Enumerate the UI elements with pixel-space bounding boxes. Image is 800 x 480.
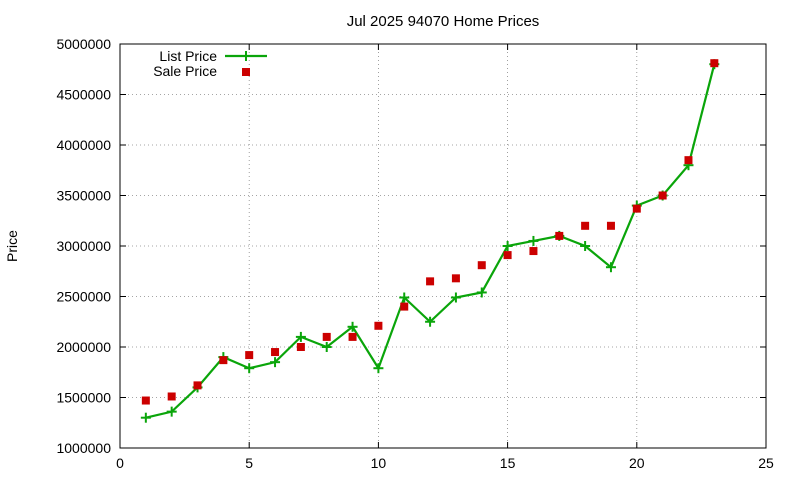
y-tick-label: 2500000: [56, 289, 111, 305]
legend-marker-list-price: [241, 51, 251, 61]
chart-title: Jul 2025 94070 Home Prices: [347, 13, 540, 30]
sale-price-point: [374, 321, 383, 330]
y-tick-label: 3500000: [56, 188, 111, 204]
list-price-point: [295, 331, 306, 342]
x-tick-label: 25: [758, 455, 774, 471]
list-price-point: [321, 342, 332, 352]
list-price-point: [399, 292, 410, 303]
y-tick-label: 2000000: [56, 339, 111, 355]
y-tick-label: 4000000: [56, 137, 111, 153]
sale-price-point: [348, 332, 357, 341]
sale-price-point: [245, 351, 254, 360]
sale-price-point: [606, 221, 615, 230]
y-tick-labels: 1000000 1500000 2000000 2500000 3000000 35000…: [56, 36, 111, 456]
list-price-point: [528, 235, 539, 246]
sale-price-point: [167, 392, 176, 401]
sale-price-point: [503, 251, 512, 260]
sale-price-point: [555, 231, 564, 240]
y-tick-label: 4500000: [56, 87, 111, 103]
sale-price-point: [400, 302, 409, 311]
x-tick-labels: 0 5 10 15 20 25: [116, 455, 774, 471]
sale-price-point: [141, 396, 150, 405]
x-tick-label: 5: [245, 455, 253, 471]
sale-price-point: [451, 274, 460, 283]
legend-label-sale-price: Sale Price: [153, 63, 217, 79]
sale-price-point: [529, 247, 538, 256]
list-price-line: [145, 63, 716, 419]
list-price-point: [605, 262, 616, 273]
legend-marker-sale-price: [242, 68, 250, 76]
list-price-point: [580, 241, 591, 251]
list-price-point: [244, 363, 255, 374]
sale-price-point: [658, 191, 667, 200]
sale-price-point: [632, 204, 641, 213]
sale-price-point: [684, 156, 693, 165]
list-price-point: [270, 357, 281, 368]
series: [140, 59, 720, 423]
sale-price-point: [426, 277, 435, 286]
x-tick-label: 0: [116, 455, 124, 471]
list-price-point: [425, 316, 436, 327]
sale-price-point: [581, 221, 590, 230]
y-tick-label: 5000000: [56, 36, 111, 52]
axis-ticks: [119, 43, 767, 449]
list-price-point: [476, 287, 487, 298]
x-tick-label: 15: [500, 455, 516, 471]
sale-price-point: [710, 59, 719, 68]
sale-price-point: [296, 343, 305, 351]
y-tick-label: 3000000: [56, 238, 111, 254]
list-price-point: [450, 292, 461, 303]
legend-label-list-price: List Price: [159, 48, 217, 64]
y-axis-label: Price: [4, 230, 20, 262]
y-tick-label: 1500000: [56, 390, 111, 406]
list-price-point: [140, 412, 151, 423]
grid: [120, 44, 766, 448]
sale-price-point: [219, 356, 228, 365]
sale-price-point: [271, 348, 280, 357]
sale-price-point: [322, 332, 331, 341]
list-price-point: [347, 321, 358, 332]
x-tick-label: 10: [371, 455, 387, 471]
sale-price-point: [193, 381, 202, 390]
x-tick-label: 20: [629, 455, 645, 471]
y-tick-label: 1000000: [56, 440, 111, 456]
list-price-point: [502, 241, 513, 251]
list-price-point: [166, 406, 177, 417]
sale-price-point: [477, 261, 486, 270]
list-price-point: [373, 363, 384, 374]
